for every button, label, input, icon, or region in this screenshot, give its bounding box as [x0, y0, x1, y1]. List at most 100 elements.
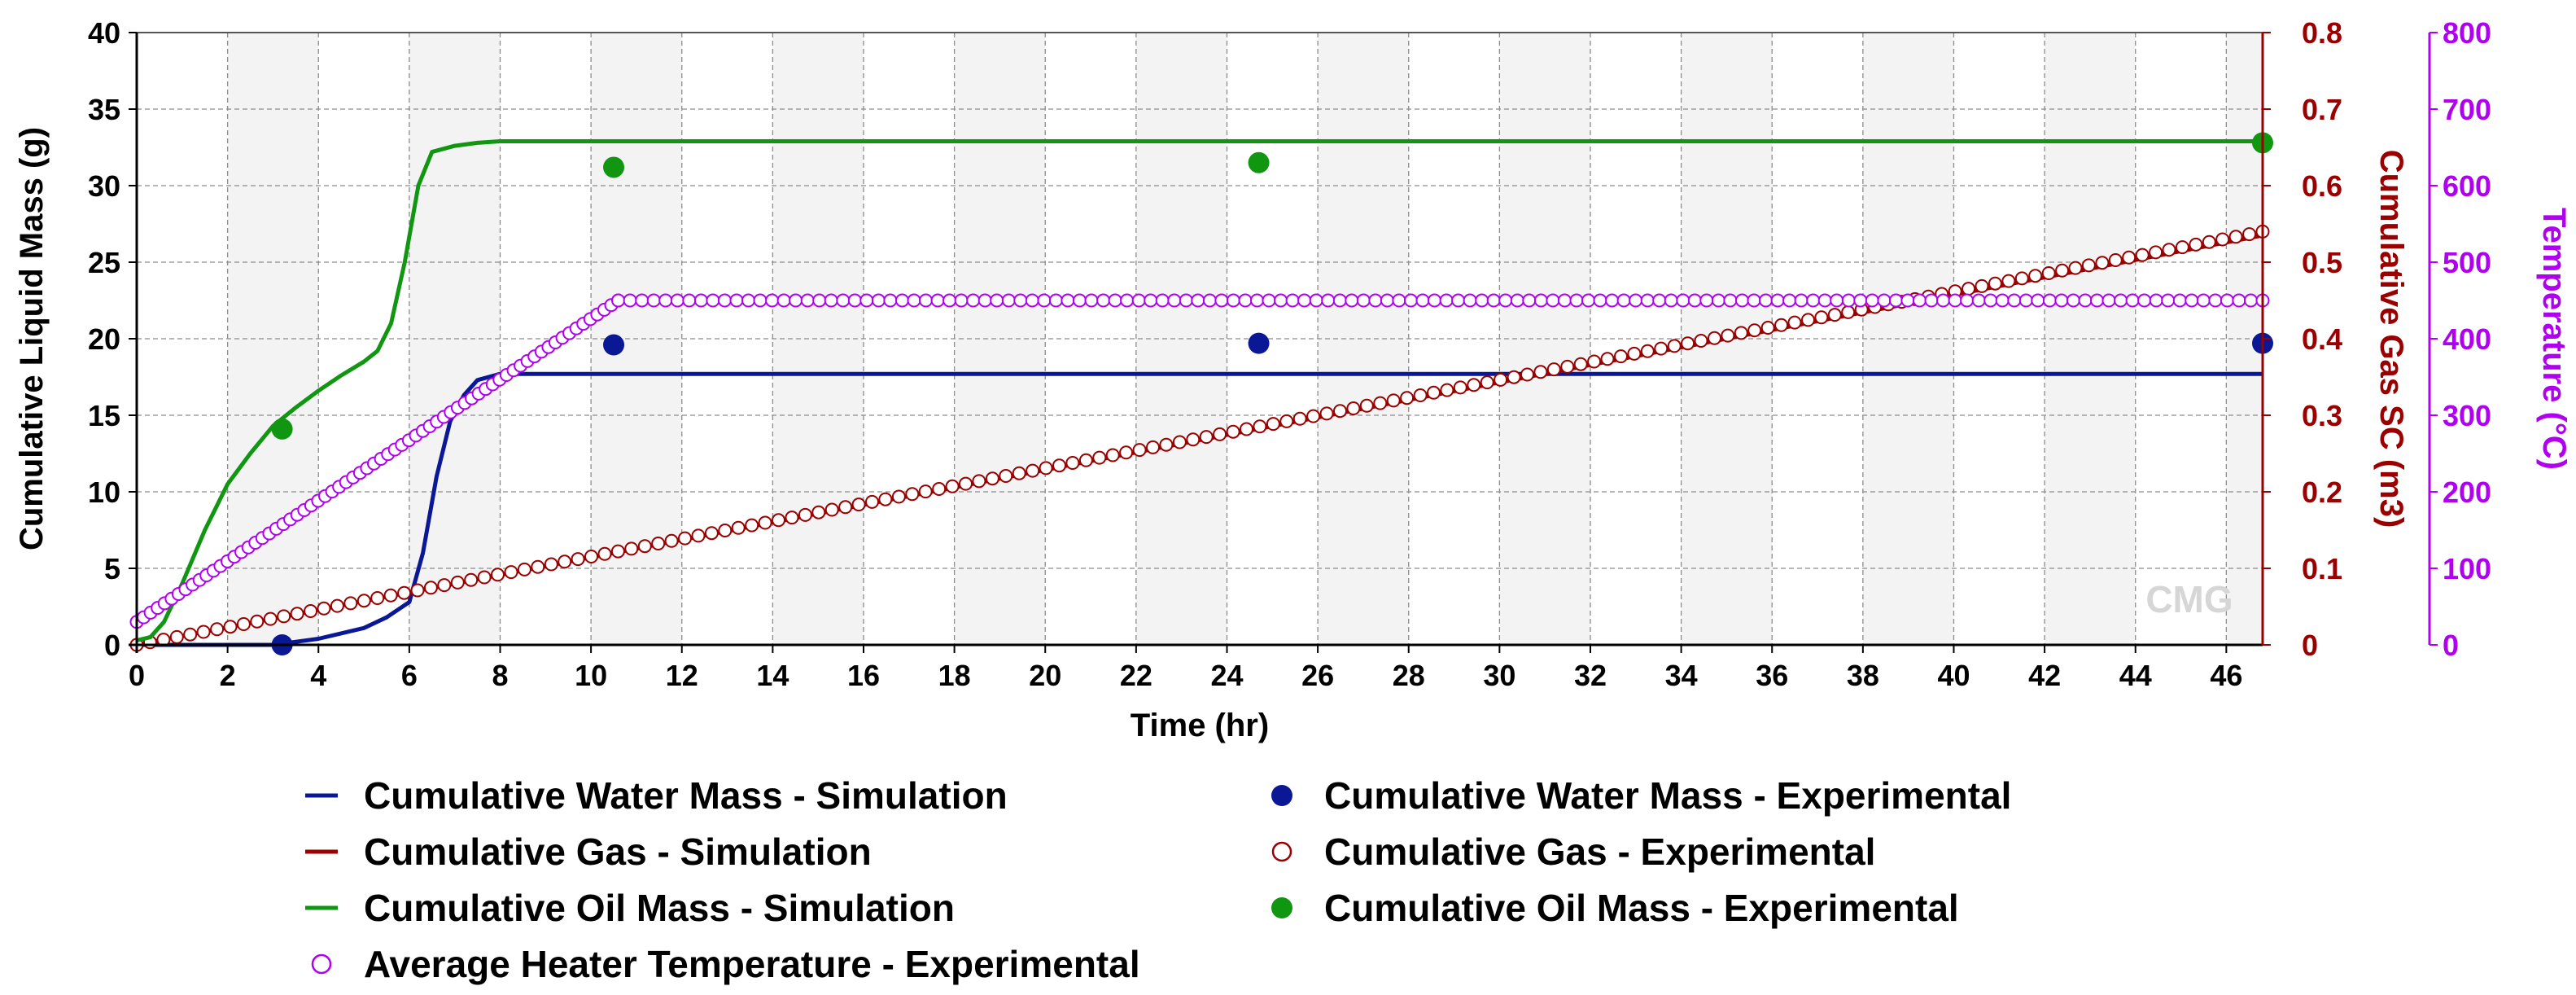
data-point — [1292, 411, 1307, 426]
data-point — [1306, 409, 1321, 423]
data-point — [972, 474, 986, 489]
data-point — [1238, 293, 1253, 308]
x-tick-label: 32 — [1574, 659, 1607, 692]
data-point — [304, 604, 318, 618]
x-axis-title: Time (hr) — [1131, 708, 1269, 743]
data-point — [271, 418, 293, 440]
cmg-watermark: CMG — [2145, 578, 2233, 620]
y-gas-tick-label: 0.5 — [2302, 246, 2342, 279]
data-point — [1888, 293, 1903, 308]
data-point — [1253, 419, 1267, 434]
data-point — [504, 565, 518, 580]
grid — [137, 33, 2263, 645]
y-gas-tick-label: 0.6 — [2302, 169, 2342, 203]
data-point — [2122, 250, 2136, 265]
data-point — [1734, 326, 1748, 340]
data-point — [611, 293, 626, 308]
data-point — [1120, 293, 1135, 308]
data-point — [1486, 293, 1501, 308]
data-point — [1522, 293, 1537, 308]
data-point — [1708, 331, 1721, 345]
data-point — [1404, 293, 1418, 308]
data-point — [2137, 293, 2152, 308]
data-point — [250, 614, 265, 629]
data-point — [1627, 346, 1642, 361]
data-point — [1202, 293, 1217, 308]
x-tick-label: 16 — [847, 659, 880, 692]
data-point — [1131, 293, 1146, 308]
data-point — [670, 293, 684, 308]
y-left-tick-label: 20 — [88, 322, 120, 356]
data-point — [1533, 365, 1548, 379]
x-tick-label: 28 — [1393, 659, 1425, 692]
data-point — [651, 537, 666, 550]
y-temp-tick-label: 600 — [2443, 169, 2491, 203]
legend-item: Cumulative Oil Mass - Simulation — [305, 887, 955, 929]
x-tick-label: 6 — [401, 659, 418, 692]
data-point — [1747, 293, 1761, 308]
data-point — [753, 293, 768, 308]
data-point — [1274, 293, 1288, 308]
data-point — [1463, 293, 1477, 308]
x-tick-label: 24 — [1210, 659, 1243, 692]
data-point — [999, 469, 1013, 483]
data-point — [1453, 380, 1467, 395]
y-left-tick-label: 0 — [104, 629, 120, 662]
data-point — [772, 513, 785, 528]
x-tick-label: 34 — [1665, 659, 1698, 692]
data-point — [1266, 417, 1280, 432]
data-point — [1480, 375, 1494, 390]
x-tick-label: 36 — [1756, 659, 1788, 692]
data-point — [1415, 293, 1430, 308]
data-point — [2081, 258, 2096, 273]
data-point — [824, 502, 839, 517]
data-point — [658, 293, 673, 308]
data-point — [2108, 253, 2123, 267]
data-point — [2161, 293, 2176, 308]
data-point — [646, 293, 661, 308]
data-point — [1936, 293, 1950, 308]
data-point — [1770, 293, 1785, 308]
data-point — [1346, 401, 1361, 415]
data-point — [1297, 293, 1312, 308]
data-point — [635, 293, 649, 308]
data-point — [383, 588, 398, 603]
y-left-tick-label: 15 — [88, 399, 120, 432]
data-point — [895, 293, 909, 308]
data-point — [2018, 293, 2033, 308]
data-point — [1359, 398, 1374, 413]
data-point — [2055, 263, 2070, 278]
legend-label: Cumulative Water Mass - Simulation — [364, 774, 1008, 817]
data-point — [464, 572, 479, 587]
data-point — [210, 622, 225, 637]
data-point — [1735, 293, 1749, 308]
data-point — [1373, 396, 1388, 410]
data-point — [2196, 293, 2211, 308]
y-left-tick-label: 10 — [88, 476, 120, 509]
data-point — [517, 562, 531, 576]
data-point — [2149, 245, 2163, 260]
data-point — [1065, 456, 1080, 470]
data-point — [1699, 293, 1714, 308]
data-point — [2007, 293, 2022, 308]
data-point — [1971, 293, 1986, 308]
data-point — [1629, 293, 1643, 308]
data-point — [1806, 293, 1821, 308]
x-tick-label: 30 — [1483, 659, 1515, 692]
data-point — [2031, 293, 2045, 308]
data-point — [1507, 370, 1521, 384]
data-point — [1368, 293, 1383, 308]
background-band — [772, 33, 864, 645]
data-point — [851, 498, 866, 512]
data-point — [1587, 354, 1602, 369]
series-layer — [129, 132, 2273, 655]
data-point — [1199, 430, 1214, 445]
data-point — [531, 559, 545, 574]
data-point — [1155, 293, 1170, 308]
data-point — [317, 601, 331, 616]
data-point — [800, 293, 815, 308]
data-point — [729, 293, 744, 308]
data-point — [356, 594, 371, 608]
data-point — [2202, 235, 2216, 249]
x-tick-label: 2 — [220, 659, 236, 692]
